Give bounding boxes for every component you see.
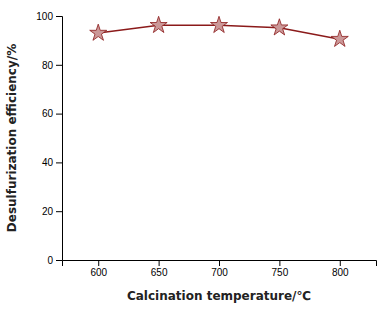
x-tick-mark [340, 260, 341, 266]
x-tick-mark [98, 260, 99, 266]
y-tick-mark [56, 65, 62, 66]
x-tick: 600 [90, 260, 107, 278]
y-tick-label: 60 [42, 108, 54, 119]
marker [150, 16, 167, 32]
y-tick-mark [56, 114, 62, 115]
y-tick-label: 80 [42, 60, 54, 71]
y-tick: 60 [42, 108, 62, 119]
series-group [90, 16, 349, 46]
x-tick: 750 [272, 260, 289, 278]
y-tick-label: 100 [36, 11, 53, 22]
y-tick: 80 [42, 60, 62, 71]
chart-svg: 600 650 700 750 800 0 20 40 60 80 100 Calcination t… [0, 0, 392, 310]
x-tick: 700 [211, 260, 228, 278]
marker [271, 19, 288, 35]
y-tick-mark [56, 16, 62, 17]
y-tick-label: 0 [47, 255, 53, 266]
y-tick-label: 20 [42, 206, 54, 217]
x-tick-label: 650 [151, 267, 168, 278]
x-tick: 800 [332, 260, 349, 278]
x-axis: 600 650 700 750 800 [63, 260, 377, 278]
y-tick-label: 40 [42, 157, 54, 168]
marker [331, 30, 348, 46]
x-tick-mark [159, 260, 160, 266]
chart-container: 600 650 700 750 800 0 20 40 60 80 100 Calcination t… [0, 0, 392, 310]
x-tick: 650 [151, 260, 168, 278]
x-tick-label: 600 [90, 267, 107, 278]
y-tick: 0 [47, 255, 62, 266]
y-axis-title: Desulfurization efficiency/% [5, 44, 19, 232]
y-tick-mark [56, 260, 62, 261]
x-tick-label: 700 [211, 267, 228, 278]
marker [210, 16, 227, 32]
x-tick-label: 800 [332, 267, 349, 278]
x-tick-label: 750 [272, 267, 289, 278]
marker [90, 24, 107, 40]
x-axis-line [63, 261, 377, 267]
y-tick-mark [56, 162, 62, 163]
y-tick-mark [56, 211, 62, 212]
y-tick: 40 [42, 157, 62, 168]
y-axis: 0 20 40 60 80 100 [36, 11, 62, 266]
plot-area: 600 650 700 750 800 0 20 40 60 80 100 [36, 11, 376, 278]
x-axis-title: Calcination temperature/℃ [127, 289, 311, 303]
y-tick: 20 [42, 206, 62, 217]
x-tick-mark [279, 260, 280, 266]
x-tick-mark [219, 260, 220, 266]
y-axis-line [56, 17, 63, 261]
y-tick: 100 [36, 11, 62, 22]
